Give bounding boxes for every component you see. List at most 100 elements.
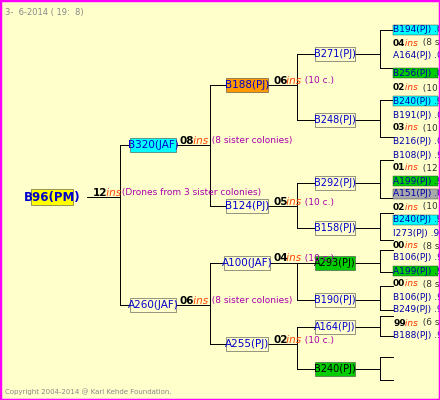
Text: (8 sister colonies): (8 sister colonies)	[206, 136, 292, 146]
FancyBboxPatch shape	[393, 176, 438, 186]
Text: Copyright 2004-2014 @ Karl Kehde Foundation.: Copyright 2004-2014 @ Karl Kehde Foundat…	[5, 389, 172, 395]
Text: ins: ins	[402, 38, 418, 48]
Text: (Drones from 3 sister colonies): (Drones from 3 sister colonies)	[119, 188, 261, 198]
Text: B240(PJ) .99: B240(PJ) .99	[393, 216, 440, 224]
Text: 02: 02	[393, 84, 405, 92]
Text: (8 sister colonies): (8 sister colonies)	[417, 38, 440, 48]
Text: (10 c.): (10 c.)	[299, 198, 334, 206]
Text: ins: ins	[402, 242, 418, 250]
Text: (6 sister colonies): (6 sister colonies)	[417, 318, 440, 328]
Text: ins: ins	[402, 318, 418, 328]
Text: B271(PJ): B271(PJ)	[314, 49, 356, 59]
FancyBboxPatch shape	[226, 199, 268, 213]
Text: (10 sister colonies): (10 sister colonies)	[417, 84, 440, 92]
Text: B191(PJ) .01: B191(PJ) .01	[393, 110, 440, 120]
Text: (10 c.): (10 c.)	[299, 254, 334, 262]
FancyBboxPatch shape	[315, 320, 355, 334]
Text: ins: ins	[402, 202, 418, 212]
Text: (10 c.): (10 c.)	[299, 76, 334, 86]
Text: (12 sister colonies): (12 sister colonies)	[417, 164, 440, 172]
FancyBboxPatch shape	[315, 47, 355, 61]
FancyBboxPatch shape	[315, 113, 355, 127]
FancyBboxPatch shape	[393, 25, 438, 35]
Text: (10 sister colonies): (10 sister colonies)	[417, 124, 440, 132]
Text: B190(PJ): B190(PJ)	[314, 295, 356, 305]
FancyBboxPatch shape	[226, 337, 268, 351]
FancyBboxPatch shape	[130, 298, 176, 312]
FancyBboxPatch shape	[315, 256, 355, 270]
FancyBboxPatch shape	[315, 176, 355, 190]
Text: A260(JAF): A260(JAF)	[128, 300, 178, 310]
Text: 08: 08	[180, 136, 194, 146]
Text: 02: 02	[393, 202, 405, 212]
Text: ins: ins	[402, 124, 418, 132]
Text: ins: ins	[402, 280, 418, 288]
Text: 00: 00	[393, 242, 405, 250]
Text: (8 sister colonies): (8 sister colonies)	[417, 280, 440, 288]
Text: B124(PJ): B124(PJ)	[225, 201, 269, 211]
Text: B248(PJ): B248(PJ)	[314, 115, 356, 125]
Text: A151(PJ) .00: A151(PJ) .00	[393, 190, 440, 198]
Text: (8 sister colonies): (8 sister colonies)	[417, 242, 440, 250]
Text: 06: 06	[180, 296, 194, 306]
Text: 3-  6-2014 ( 19:  8): 3- 6-2014 ( 19: 8)	[5, 8, 84, 16]
Text: 05: 05	[273, 197, 287, 207]
Text: ins: ins	[283, 197, 301, 207]
Text: B106(PJ) .94: B106(PJ) .94	[393, 292, 440, 302]
Text: 02: 02	[273, 335, 287, 345]
FancyBboxPatch shape	[393, 266, 438, 276]
Text: ins: ins	[402, 164, 418, 172]
Text: B96(PM): B96(PM)	[24, 190, 81, 204]
Text: B188(PJ): B188(PJ)	[225, 80, 269, 90]
Text: 00: 00	[393, 280, 405, 288]
FancyBboxPatch shape	[315, 293, 355, 307]
Text: B188(PJ) .96: B188(PJ) .96	[393, 332, 440, 340]
FancyBboxPatch shape	[224, 256, 270, 270]
FancyBboxPatch shape	[393, 68, 438, 78]
Text: ins: ins	[283, 335, 301, 345]
Text: B320(JAF): B320(JAF)	[128, 140, 178, 150]
FancyBboxPatch shape	[393, 189, 438, 199]
Text: A164(PJ) .00: A164(PJ) .00	[393, 52, 440, 60]
FancyBboxPatch shape	[31, 189, 73, 205]
Text: B240(PJ) .99: B240(PJ) .99	[393, 96, 440, 106]
Text: B194(PJ) .02: B194(PJ) .02	[393, 26, 440, 34]
Text: B108(PJ) .99: B108(PJ) .99	[393, 150, 440, 160]
Text: B158(PJ): B158(PJ)	[314, 223, 356, 233]
FancyBboxPatch shape	[393, 215, 438, 225]
Text: (10 sister colonies): (10 sister colonies)	[417, 202, 440, 212]
Text: ins: ins	[190, 296, 208, 306]
FancyBboxPatch shape	[315, 221, 355, 235]
Text: I273(PJ) .98: I273(PJ) .98	[393, 228, 440, 238]
Text: ins: ins	[283, 76, 301, 86]
FancyBboxPatch shape	[226, 78, 268, 92]
Text: A100(JAF): A100(JAF)	[222, 258, 272, 268]
FancyBboxPatch shape	[393, 96, 438, 106]
Text: A293(PJ): A293(PJ)	[314, 258, 356, 268]
Text: 99: 99	[393, 318, 406, 328]
Text: B240(PJ): B240(PJ)	[314, 364, 356, 374]
Text: 04: 04	[273, 253, 288, 263]
Text: ins: ins	[402, 84, 418, 92]
Text: ins: ins	[190, 136, 208, 146]
Text: B216(PJ) .00: B216(PJ) .00	[393, 136, 440, 146]
Text: A255(PJ): A255(PJ)	[225, 339, 269, 349]
Text: B292(PJ): B292(PJ)	[314, 178, 356, 188]
Text: B106(PJ) .94: B106(PJ) .94	[393, 254, 440, 262]
FancyBboxPatch shape	[130, 138, 176, 152]
Text: ins: ins	[283, 253, 301, 263]
Text: 04: 04	[393, 38, 406, 48]
Text: (8 sister colonies): (8 sister colonies)	[206, 296, 292, 306]
Text: B249(PJ) .97: B249(PJ) .97	[393, 306, 440, 314]
Text: 01: 01	[393, 164, 405, 172]
Text: 03: 03	[393, 124, 405, 132]
Text: 06: 06	[273, 76, 287, 86]
Text: B256(PJ) .00: B256(PJ) .00	[393, 68, 440, 78]
FancyBboxPatch shape	[315, 362, 355, 376]
Text: A164(PJ): A164(PJ)	[314, 322, 356, 332]
Text: (10 c.): (10 c.)	[299, 336, 334, 344]
Text: 12: 12	[93, 188, 107, 198]
Text: A199(PJ) .98: A199(PJ) .98	[393, 176, 440, 186]
Text: A199(PJ) .98: A199(PJ) .98	[393, 266, 440, 276]
Text: ins: ins	[103, 188, 121, 198]
